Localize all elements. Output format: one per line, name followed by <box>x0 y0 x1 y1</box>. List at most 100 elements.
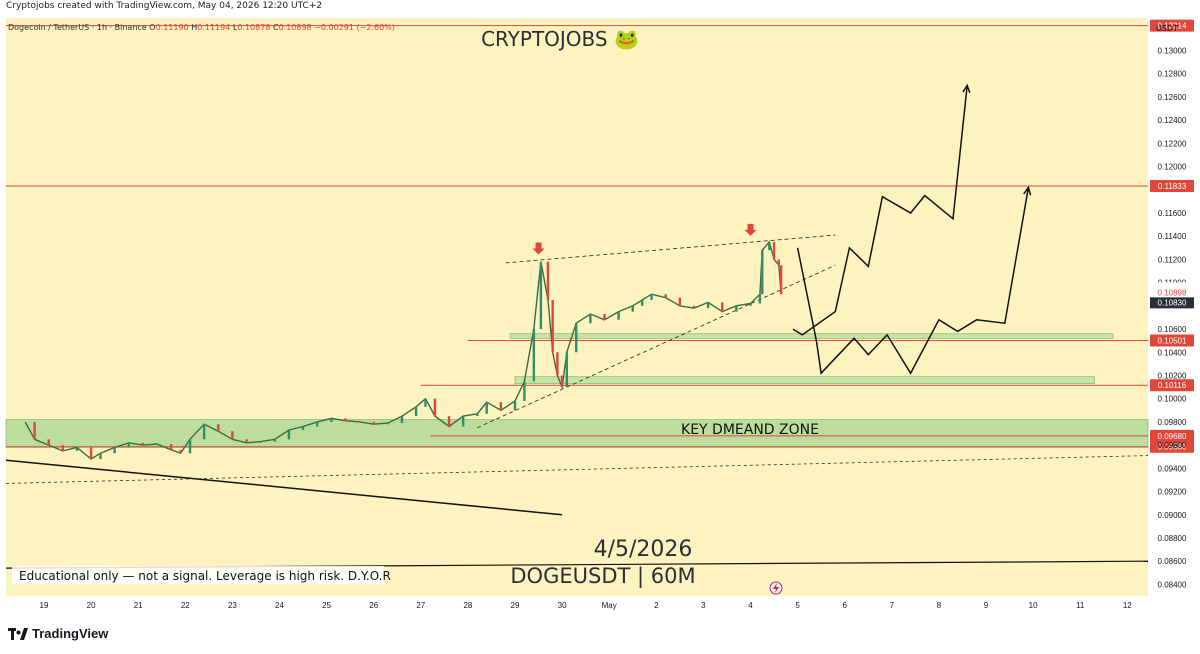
candle-body <box>75 447 79 451</box>
level-price-label: 0.09586 <box>1158 443 1187 452</box>
candle-body <box>245 439 248 443</box>
x-tick-label: 19 <box>40 601 49 610</box>
candle-body <box>188 439 192 454</box>
open-value: 0.11190 <box>155 23 189 32</box>
y-tick-label: 0.12600 <box>1158 93 1187 102</box>
key-zone-label: KEY DMEAND ZONE <box>681 422 819 438</box>
x-tick-label: 12 <box>1123 601 1132 610</box>
candle-body <box>344 418 347 421</box>
level-price-tag <box>1150 429 1194 442</box>
y-tick-label: 0.12400 <box>1158 116 1187 125</box>
x-tick-label: 5 <box>795 601 800 610</box>
candle-body <box>358 420 361 422</box>
close-value: 0.10898 <box>278 23 312 32</box>
candle-body <box>141 442 145 446</box>
level-price-label: 0.09680 <box>1158 432 1187 441</box>
candle-body <box>433 398 437 417</box>
y-tick-label: 0.09400 <box>1158 464 1187 473</box>
annotation-pair: DOGEUSDT | 60M <box>510 564 695 589</box>
candle-body <box>603 313 606 320</box>
candle-body <box>721 302 724 312</box>
candle-body <box>113 447 116 454</box>
level-price-tag <box>1150 179 1194 192</box>
level-price-label: 0.10116 <box>1158 381 1187 390</box>
lightning-event-icon <box>769 581 783 595</box>
candle-body <box>761 250 764 295</box>
y-tick-label: 0.11600 <box>1158 209 1187 218</box>
x-tick-label: 3 <box>701 601 706 610</box>
level-price-tag <box>1150 379 1194 392</box>
x-tick-label: 8 <box>937 601 942 610</box>
candle-body <box>287 430 291 440</box>
x-tick-label: 23 <box>228 601 237 610</box>
x-tick-label: 6 <box>842 601 847 610</box>
candle-body <box>61 445 65 451</box>
symbol-ohlc-line: Dogecoin / TetherUS · 1h · Binance O0.11… <box>8 23 395 32</box>
candle-body <box>575 323 578 353</box>
currency-label[interactable]: USDT <box>1156 24 1178 33</box>
disclaimer-text: Educational only — not a signal. Leverag… <box>19 569 391 583</box>
high-value: 0.11194 <box>197 23 231 32</box>
upper-support-zone <box>509 333 1114 339</box>
candle-body <box>749 303 752 306</box>
x-tick-label: 22 <box>181 601 190 610</box>
y-tick-label: 0.10200 <box>1158 371 1187 380</box>
x-tick-label: 10 <box>1029 601 1038 610</box>
candle-body <box>273 439 276 442</box>
plot-background <box>6 18 1148 596</box>
close-label: C <box>272 23 279 32</box>
candle-body <box>179 449 182 454</box>
candle-body <box>424 398 427 407</box>
candle-body <box>758 294 762 304</box>
y-tick-label: 0.08400 <box>1158 580 1187 589</box>
disclaimer-background <box>12 566 384 584</box>
level-price-label: 0.13214 <box>1158 22 1187 31</box>
candle-body <box>617 311 620 320</box>
chart-title: CRYPTOJOBS 🐸 <box>481 27 639 51</box>
y-tick-label: 0.09000 <box>1158 511 1187 520</box>
annotation-date: 4/5/2026 <box>594 537 693 562</box>
price-axis-background <box>1148 18 1200 618</box>
candle-body <box>330 418 333 422</box>
x-tick-label: 7 <box>890 601 895 610</box>
projection-arrowhead <box>1023 185 1032 196</box>
key-demand-zone <box>5 419 1149 448</box>
candle-body <box>532 329 536 382</box>
projection-arrowhead <box>962 83 971 94</box>
candle-body <box>47 439 50 446</box>
y-tick-label: 0.09200 <box>1158 488 1187 497</box>
candle-body <box>315 421 319 427</box>
last-price-label: 0.10898 <box>1158 288 1187 297</box>
y-tick-label: 0.10400 <box>1158 348 1187 357</box>
y-tick-label: 0.08800 <box>1158 534 1187 543</box>
candle-body <box>99 453 102 460</box>
projection-path <box>792 85 968 336</box>
y-tick-label: 0.12800 <box>1158 70 1187 79</box>
x-tick-label: 9 <box>984 601 989 610</box>
x-tick-label: 11 <box>1076 601 1085 610</box>
candle-body <box>546 261 550 301</box>
tradingview-brand[interactable]: TradingView <box>8 626 108 641</box>
candle-body <box>485 402 488 414</box>
x-tick-label: 21 <box>134 601 143 610</box>
x-tick-label: May <box>602 601 617 610</box>
candle-body <box>89 447 93 460</box>
y-tick-label: 0.09600 <box>1158 441 1187 450</box>
candle-body <box>301 426 305 431</box>
candle-body <box>640 300 644 306</box>
candle-body <box>372 421 375 425</box>
y-tick-label: 0.11400 <box>1158 232 1187 241</box>
candle-body <box>565 352 569 388</box>
candle-body <box>560 375 564 388</box>
x-tick-label: 29 <box>511 601 520 610</box>
candle-body <box>476 413 479 417</box>
candle-body <box>551 300 554 353</box>
level-price-tag <box>1150 334 1194 347</box>
level-price-tag <box>1150 440 1194 453</box>
x-tick-label: 30 <box>558 601 567 610</box>
ref-price-label: 0.10830 <box>1158 298 1187 307</box>
candle-body <box>779 265 783 295</box>
candle-body <box>414 406 418 417</box>
candle-body <box>447 416 451 427</box>
